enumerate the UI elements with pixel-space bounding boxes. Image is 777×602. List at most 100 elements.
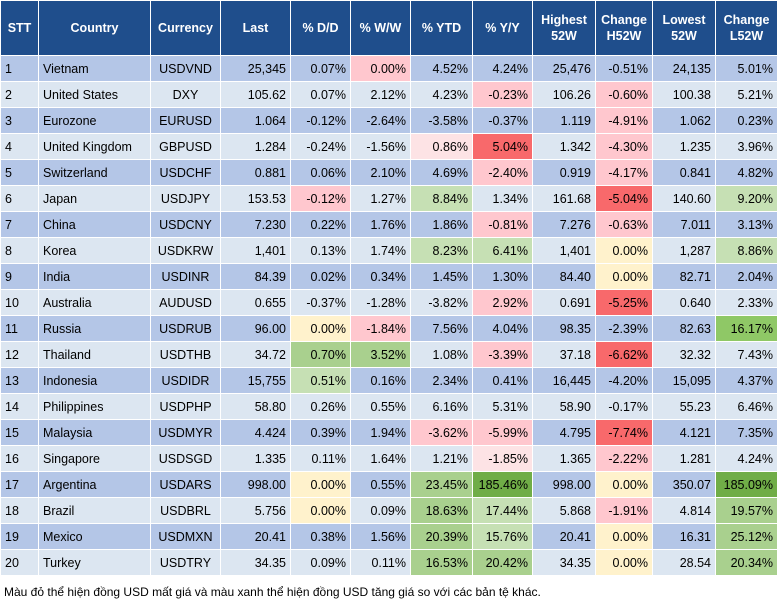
table-row: 2 United States DXY 105.62 0.07% 2.12% 4.23% -0…: [0, 81, 777, 108]
table-row: 18 Brazil USDBRL 5.756 0.00% 0.09% 18.63% 17.44…: [0, 497, 777, 524]
table-cell: 2: [0, 81, 39, 108]
table-row: 9 India USDINR 84.39 0.02% 0.34% 1.45% 1.30% 84.…: [0, 263, 777, 290]
table-cell: USDSGD: [150, 445, 221, 472]
table-row: 4 United Kingdom GBPUSD 1.284 -0.24% -1.56% 0.…: [0, 133, 777, 160]
table-cell: 8.84%: [410, 185, 473, 212]
column-header: Country: [38, 0, 151, 56]
table-cell: 4.121: [652, 419, 716, 446]
table-cell: 1.08%: [410, 341, 473, 368]
table-cell: USDCNY: [150, 211, 221, 238]
table-cell: 1.64%: [350, 445, 411, 472]
table-cell: -5.04%: [595, 185, 653, 212]
table-cell: -2.40%: [472, 159, 533, 186]
table-cell: 1.56%: [350, 523, 411, 550]
table-row: 10 Australia AUDUSD 0.655 -0.37% -1.28% -3.82%…: [0, 289, 777, 316]
table-cell: 4.04%: [472, 315, 533, 342]
table-cell: 1,401: [532, 237, 596, 264]
table-cell: 3: [0, 107, 39, 134]
table-cell: 5: [0, 159, 39, 186]
table-cell: 18: [0, 497, 39, 524]
table-cell: 12: [0, 341, 39, 368]
table-cell: Argentina: [38, 471, 151, 498]
column-header: Currency: [150, 0, 221, 56]
table-cell: USDBRL: [150, 497, 221, 524]
table-cell: 0.691: [532, 289, 596, 316]
table-cell: 5.756: [220, 497, 291, 524]
column-header: STT: [0, 0, 39, 56]
table-cell: 4.52%: [410, 55, 473, 82]
table-cell: 7.43%: [715, 341, 777, 368]
column-header: % YTD: [410, 0, 473, 56]
table-cell: 1.74%: [350, 237, 411, 264]
table-cell: -5.99%: [472, 419, 533, 446]
table-row: 16 Singapore USDSGD 1.335 0.11% 1.64% 1.21% -1.…: [0, 445, 777, 472]
table-cell: Russia: [38, 315, 151, 342]
table-cell: 55.23: [652, 393, 716, 420]
table-cell: 25,345: [220, 55, 291, 82]
table-row: 7 China USDCNY 7.230 0.22% 1.76% 1.86% -0.81% 7.…: [0, 211, 777, 238]
table-cell: 0.655: [220, 289, 291, 316]
table-cell: 0.00%: [290, 315, 351, 342]
table-cell: India: [38, 263, 151, 290]
table-cell: 1.062: [652, 107, 716, 134]
table-body: 1 Vietnam USDVND 25,345 0.07% 0.00% 4.52% 4.24%…: [0, 55, 777, 576]
table-cell: 58.90: [532, 393, 596, 420]
table-cell: 1.86%: [410, 211, 473, 238]
table-cell: 11: [0, 315, 39, 342]
table-cell: -0.60%: [595, 81, 653, 108]
table-cell: 0.841: [652, 159, 716, 186]
table-cell: 0.55%: [350, 471, 411, 498]
table-cell: -3.58%: [410, 107, 473, 134]
table-cell: 6.41%: [472, 237, 533, 264]
table-cell: 9.20%: [715, 185, 777, 212]
table-cell: USDTHB: [150, 341, 221, 368]
table-cell: Singapore: [38, 445, 151, 472]
table-cell: United Kingdom: [38, 133, 151, 160]
table-row: 8 Korea USDKRW 1,401 0.13% 1.74% 8.23% 6.41% 1,4…: [0, 237, 777, 264]
table-cell: 17.44%: [472, 497, 533, 524]
table-cell: 2.10%: [350, 159, 411, 186]
table-cell: 20.41: [220, 523, 291, 550]
table-cell: 3.52%: [350, 341, 411, 368]
table-cell: 0.00%: [595, 263, 653, 290]
table-cell: -0.37%: [290, 289, 351, 316]
table-cell: USDARS: [150, 471, 221, 498]
column-header: Change L52W: [715, 0, 777, 56]
table-cell: 15.76%: [472, 523, 533, 550]
table-cell: 0.16%: [350, 367, 411, 394]
table-row: 19 Mexico USDMXN 20.41 0.38% 1.56% 20.39% 15.76…: [0, 523, 777, 550]
table-cell: 0.00%: [595, 237, 653, 264]
table-cell: 1.27%: [350, 185, 411, 212]
table-cell: USDJPY: [150, 185, 221, 212]
table-cell: 84.39: [220, 263, 291, 290]
table-cell: 5.01%: [715, 55, 777, 82]
table-cell: 0.00%: [290, 497, 351, 524]
table-cell: Switzerland: [38, 159, 151, 186]
table-cell: 15,755: [220, 367, 291, 394]
header-row: STT Country Currency Last% D/D% W/W% YTD% Y…: [0, 0, 777, 56]
table-cell: -0.51%: [595, 55, 653, 82]
table-cell: 0.23%: [715, 107, 777, 134]
table-cell: 19.57%: [715, 497, 777, 524]
table-cell: Thailand: [38, 341, 151, 368]
table-cell: 1.94%: [350, 419, 411, 446]
table-row: 3 Eurozone EURUSD 1.064 -0.12% -2.64% -3.58% -0…: [0, 107, 777, 134]
table-cell: -0.81%: [472, 211, 533, 238]
table-cell: 1.119: [532, 107, 596, 134]
table-cell: Eurozone: [38, 107, 151, 134]
table-cell: -2.64%: [350, 107, 411, 134]
table-cell: 4: [0, 133, 39, 160]
table-cell: 16.31: [652, 523, 716, 550]
table-cell: -0.12%: [290, 185, 351, 212]
table-cell: USDPHP: [150, 393, 221, 420]
table-cell: -1.91%: [595, 497, 653, 524]
table-cell: -1.84%: [350, 315, 411, 342]
table-cell: 1.335: [220, 445, 291, 472]
table-cell: 19: [0, 523, 39, 550]
table-cell: -7.74%: [595, 419, 653, 446]
table-cell: -3.62%: [410, 419, 473, 446]
table-cell: 0.38%: [290, 523, 351, 550]
table-cell: 0.00%: [595, 549, 653, 576]
table-cell: Turkey: [38, 549, 151, 576]
table-cell: 0.07%: [290, 81, 351, 108]
